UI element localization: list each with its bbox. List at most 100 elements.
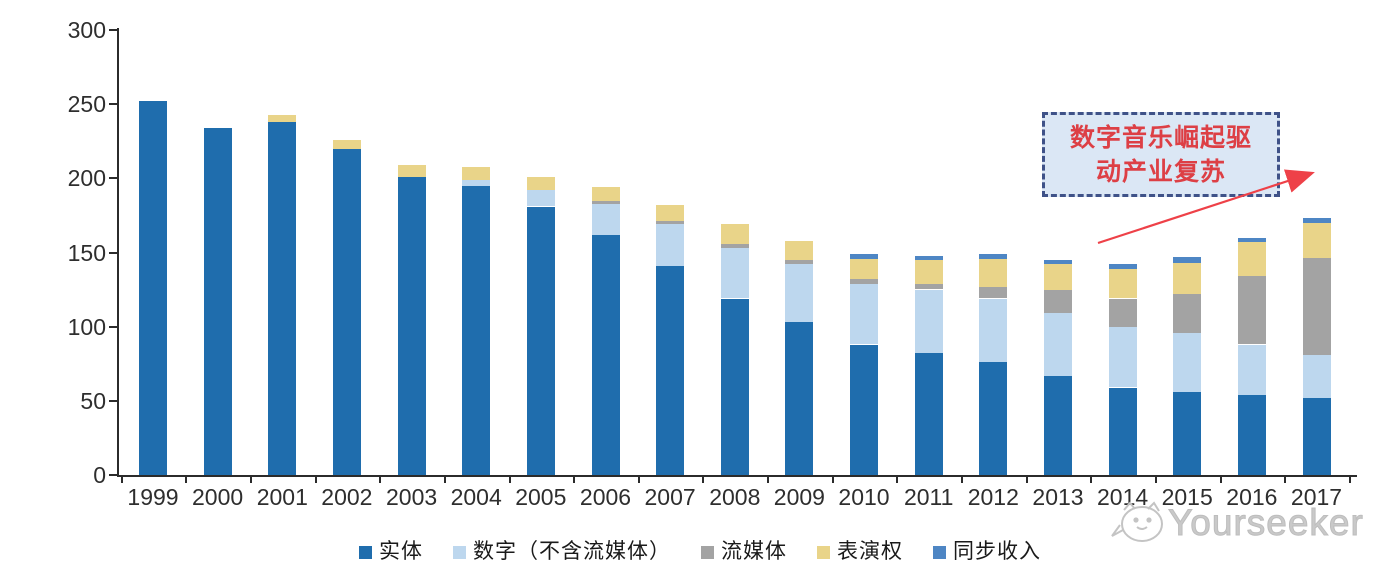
- x-label-2014: 2014: [1097, 484, 1149, 510]
- x-tick-mark-5: [443, 475, 446, 483]
- y-tick-mark-50: [109, 399, 117, 402]
- x-label-2005: 2005: [515, 484, 567, 510]
- bar-2016-performance-rights: [1237, 242, 1266, 277]
- y-tick-mark-100: [109, 325, 117, 328]
- y-tick-label-0: 0: [93, 462, 106, 488]
- annotation-text-line1: 数字音乐崛起驱: [1069, 123, 1252, 152]
- bar-2010-digital-excl-streaming: [850, 283, 878, 345]
- bar-2002-physical: [332, 148, 361, 475]
- bar-2013-sync-revenue: [1044, 259, 1072, 265]
- bar-2007-digital-excl-streaming: [656, 224, 685, 266]
- legend-swatch-performance-rights: [817, 545, 830, 559]
- bar-2011-performance-rights: [914, 259, 943, 284]
- bar-2003-performance-rights: [397, 165, 426, 177]
- x-tick-mark-7: [573, 475, 576, 483]
- x-label-2015: 2015: [1161, 484, 1213, 510]
- x-label-2006: 2006: [579, 484, 632, 510]
- bar-2013-streaming: [1044, 289, 1072, 314]
- x-label-2001: 2001: [256, 484, 308, 510]
- y-tick-label-300: 300: [67, 17, 106, 43]
- y-tick-label-200: 200: [67, 165, 106, 192]
- x-axis-line: [117, 475, 1357, 477]
- legend-swatch-sync-revenue: [933, 545, 946, 559]
- x-tick-mark-10: [767, 475, 770, 483]
- x-tick-mark-11: [831, 475, 834, 483]
- bar-2011-streaming: [914, 283, 943, 290]
- y-tick-mark-0: [109, 474, 117, 476]
- bar-2004-digital-excl-streaming: [462, 179, 491, 186]
- y-tick-mark-250: [109, 103, 117, 106]
- x-label-2010: 2010: [838, 484, 890, 510]
- bar-2013-physical: [1044, 375, 1072, 475]
- x-tick-mark-4: [379, 475, 382, 483]
- bar-2011-physical: [914, 353, 943, 475]
- x-label-1999: 1999: [127, 484, 179, 510]
- bar-2014-streaming: [1108, 298, 1137, 327]
- legend-item-physical: 实体: [359, 540, 423, 564]
- cat-face-icon: [1111, 501, 1163, 542]
- legend-label-performance-rights: 表演权: [837, 540, 903, 563]
- y-tick-label-250: 250: [67, 91, 106, 118]
- bar-2009-performance-rights: [785, 240, 814, 260]
- bar-2014-digital-excl-streaming: [1108, 326, 1137, 388]
- x-label-2000: 2000: [192, 484, 244, 510]
- x-tick-mark-8: [637, 475, 640, 483]
- bar-2005-digital-excl-streaming: [526, 190, 555, 207]
- bar-2006-streaming: [591, 200, 620, 204]
- legend-swatch-streaming: [701, 545, 714, 559]
- legend-swatch-digital-excl-streaming: [453, 545, 466, 559]
- x-label-2017: 2017: [1290, 484, 1343, 510]
- annotation-callout: 数字音乐崛起驱 动产业复苏: [1042, 112, 1280, 197]
- bar-2010-sync-revenue: [850, 254, 878, 259]
- x-tick-mark-2: [250, 475, 252, 483]
- x-label-2011: 2011: [903, 484, 954, 510]
- bar-2007-physical: [656, 265, 685, 476]
- y-axis-line: [117, 28, 119, 477]
- bar-2010-streaming: [850, 279, 878, 284]
- legend-swatch-physical: [359, 545, 372, 559]
- bar-2007-streaming: [656, 221, 685, 225]
- bar-2005-physical: [526, 206, 555, 475]
- bar-2014-physical: [1108, 387, 1137, 475]
- y-tick-label-150: 150: [67, 239, 106, 266]
- bar-2015-streaming: [1173, 294, 1202, 333]
- bar-2009-streaming: [785, 259, 814, 265]
- bar-2001-physical: [268, 122, 297, 475]
- annotation-text-line2: 动产业复苏: [1095, 157, 1226, 186]
- x-label-2013: 2013: [1032, 484, 1084, 510]
- bar-2000-physical: [203, 127, 232, 475]
- bar-2008-performance-rights: [720, 224, 749, 244]
- x-label-2009: 2009: [773, 484, 825, 510]
- y-tick-mark-150: [109, 251, 117, 254]
- bar-2016-digital-excl-streaming: [1237, 344, 1266, 395]
- x-label-2007: 2007: [644, 484, 696, 510]
- x-tick-mark-13: [961, 475, 963, 483]
- bar-2006-digital-excl-streaming: [591, 203, 620, 235]
- bar-2005-performance-rights: [526, 176, 555, 191]
- bar-2016-streaming: [1237, 276, 1266, 345]
- bar-2011-sync-revenue: [914, 255, 943, 260]
- bar-2016-sync-revenue: [1237, 237, 1266, 243]
- bar-2012-performance-rights: [979, 258, 1008, 287]
- x-tick-mark-12: [896, 475, 899, 483]
- bar-2006-physical: [591, 234, 620, 475]
- x-tick-mark-0: [120, 475, 123, 483]
- y-tick-label-50: 50: [80, 387, 106, 414]
- bar-2006-performance-rights: [591, 187, 620, 201]
- x-tick-mark-1: [185, 475, 188, 483]
- bar-2016-physical: [1237, 394, 1266, 475]
- bar-2017-streaming: [1302, 258, 1331, 355]
- bar-2011-digital-excl-streaming: [914, 289, 943, 354]
- bar-2010-physical: [850, 344, 878, 475]
- x-tick-mark-6: [508, 475, 511, 483]
- y-tick-label-100: 100: [67, 313, 106, 340]
- x-label-2016: 2016: [1226, 484, 1278, 510]
- x-tick-mark-15: [1090, 475, 1093, 483]
- x-label-2008: 2008: [709, 484, 761, 510]
- x-tick-mark-3: [314, 475, 317, 483]
- legend: 实体 数字（不含流媒体） 流媒体 表演权 同步收入: [120, 540, 1280, 564]
- bar-2013-performance-rights: [1044, 264, 1072, 290]
- x-tick-mark-17: [1219, 475, 1222, 483]
- bar-2017-physical: [1302, 397, 1331, 475]
